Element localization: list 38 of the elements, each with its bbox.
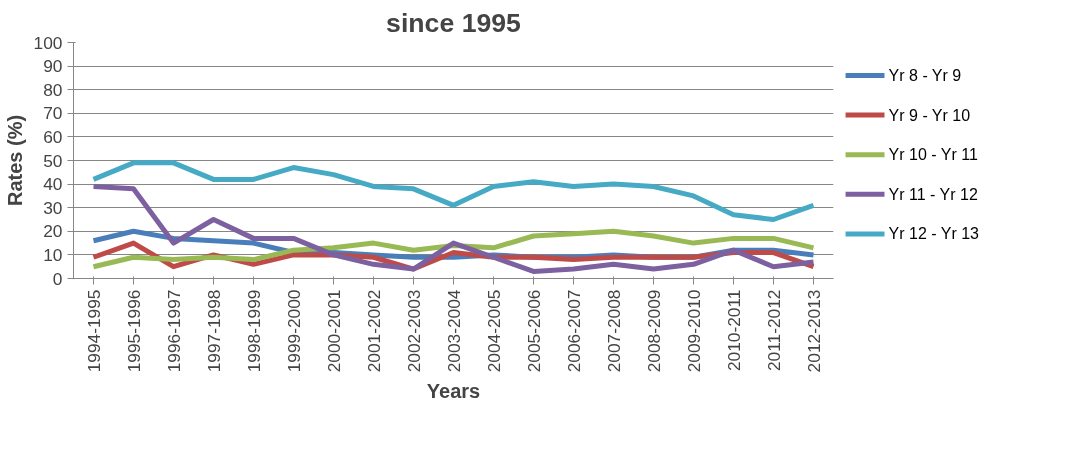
y-tick-label: 70	[43, 103, 63, 124]
x-tick-label: 1994-1995	[83, 289, 104, 373]
legend-label: Yr 10 - Yr 11	[888, 146, 978, 164]
x-tick-label: 1995-1996	[123, 289, 144, 373]
x-tick-label: 2011-2012	[763, 289, 784, 372]
x-tick-label: 2004-2005	[483, 289, 504, 373]
x-tick-label: 2007-2008	[603, 289, 624, 373]
x-tick-label: 2010-2011	[723, 289, 744, 372]
legend-label: Yr 11 - Yr 12	[888, 185, 978, 203]
legend-label: Yr 12 - Yr 13	[888, 225, 980, 243]
x-tick-label: 2008-2009	[643, 289, 664, 373]
chart-title: since 1995	[386, 7, 522, 38]
y-tick-label: 100	[33, 32, 63, 53]
y-tick-label: 10	[43, 244, 63, 265]
x-tick-label: 2002-2003	[403, 289, 424, 373]
x-tick-label: 2009-2010	[683, 289, 704, 373]
legend-label: Yr 9 - Yr 10	[888, 106, 971, 124]
x-tick-label: 2005-2006	[523, 289, 544, 373]
y-tick-label: 80	[43, 79, 63, 100]
y-tick-label: 50	[43, 150, 63, 171]
x-tick-label: 2012-2013	[803, 289, 824, 373]
y-tick-label: 0	[52, 268, 63, 289]
x-tick-label: 2000-2001	[323, 289, 344, 373]
y-tick-label: 60	[43, 126, 63, 147]
y-tick-label: 40	[43, 174, 63, 195]
y-tick-label: 30	[43, 197, 63, 218]
x-tick-label: 1999-2000	[283, 289, 304, 373]
y-tick-label: 90	[43, 56, 63, 77]
y-tick-label: 20	[43, 221, 63, 242]
x-tick-label: 2006-2007	[563, 289, 584, 373]
x-tick-label: 1997-1998	[203, 289, 224, 373]
legend-label: Yr 8 - Yr 9	[888, 67, 962, 84]
x-axis-title: Years	[426, 380, 481, 403]
x-tick-label: 2003-2004	[443, 289, 464, 373]
x-tick-label: 2001-2002	[363, 289, 384, 373]
x-tick-label: 1998-1999	[243, 289, 264, 373]
x-tick-label: 1996-1997	[163, 289, 184, 373]
y-axis-title: Rates (%)	[3, 114, 26, 207]
